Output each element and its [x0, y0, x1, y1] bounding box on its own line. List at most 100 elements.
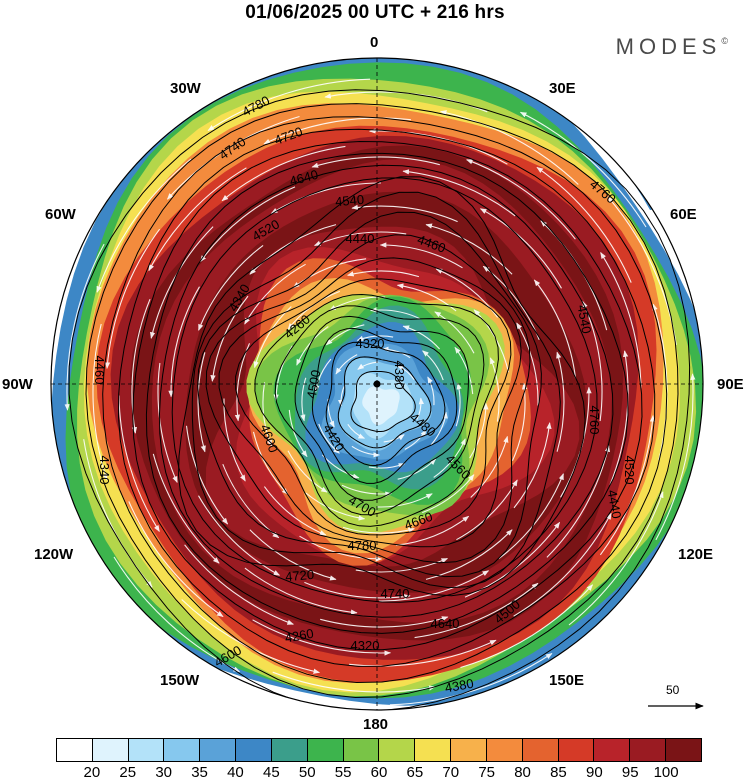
label-60w: 60W [45, 206, 76, 223]
height-contour [102, 116, 668, 684]
streamline [351, 445, 380, 458]
streamline [118, 395, 160, 532]
streamline [422, 350, 444, 381]
colorbar-tick: 85 [550, 764, 567, 781]
streamline [379, 570, 490, 602]
contour-label: 4740 [381, 586, 410, 601]
contour-label: 4640 [288, 167, 320, 189]
reference-vector-label: 50 [666, 683, 680, 697]
streamline [148, 167, 247, 272]
colorbar-swatch [236, 739, 272, 761]
streamline [288, 409, 308, 458]
contour-label: 4720 [285, 567, 315, 584]
north-pole-marker [373, 380, 381, 388]
streamline [327, 398, 335, 428]
contour-label: 4780 [348, 538, 377, 553]
contour-label: 4440 [346, 231, 375, 246]
streamline [104, 228, 161, 369]
streamline [536, 166, 632, 283]
streamline [469, 402, 489, 459]
streamline [318, 423, 340, 454]
streamline [253, 306, 292, 369]
streamline [422, 474, 475, 514]
streamline [454, 346, 474, 395]
contour-label: 4760 [587, 406, 602, 435]
streamline [347, 423, 366, 439]
label-0: 0 [370, 34, 379, 51]
colorbar-swatch [558, 739, 595, 761]
height-contour [132, 140, 643, 651]
streamline [395, 515, 470, 546]
colorbar-tick: 70 [442, 764, 460, 781]
streamline [652, 303, 668, 461]
streamline [416, 397, 424, 420]
colorbar-tick: 25 [119, 764, 137, 781]
colorbar-swatch [271, 739, 308, 761]
streamline [300, 377, 307, 422]
streamline [341, 484, 392, 497]
streamline [404, 429, 427, 450]
streamline [252, 431, 289, 495]
streamline [425, 529, 513, 580]
brand-mark: © [721, 36, 728, 46]
streamline [152, 453, 220, 564]
streamline [296, 326, 329, 366]
streamline [599, 415, 656, 556]
colorbar-swatch [630, 739, 667, 761]
streamline [197, 352, 206, 453]
streamline [470, 435, 509, 498]
streamline [92, 323, 108, 481]
streamline [376, 493, 433, 508]
streamline [434, 311, 475, 354]
brand-logo: MODES© [616, 34, 728, 60]
streamline [305, 492, 366, 521]
colorbar-swatch [200, 739, 237, 761]
brand-text: MODES [615, 34, 722, 59]
colorbar-tick: 75 [478, 764, 495, 781]
streamline [379, 242, 463, 269]
streamline [414, 582, 539, 639]
height-contour [197, 211, 542, 578]
contour-label: 4320 [351, 638, 380, 653]
colorbar-swatch [594, 739, 631, 761]
colorbar-tick: 50 [298, 764, 316, 781]
streamline [272, 671, 436, 693]
contour-label: 4380 [392, 361, 407, 390]
streamline [249, 529, 337, 581]
streamline [402, 325, 441, 350]
streamline [270, 182, 381, 214]
contour-label: 4520 [622, 456, 637, 485]
streamline [357, 361, 379, 370]
height-contour [294, 315, 470, 501]
height-contour [191, 191, 561, 589]
colorbar [56, 738, 702, 762]
streamline [311, 156, 440, 168]
streamline [113, 556, 241, 673]
streamline [433, 438, 466, 478]
colorbar-tick: 80 [514, 764, 531, 781]
streamline [600, 252, 642, 389]
streamline [181, 599, 321, 674]
colorbar-swatch [451, 739, 487, 761]
map-title: 01/06/2025 00 UTC + 216 hrs [245, 2, 505, 23]
contour-label: 4320 [356, 336, 385, 351]
label-30w: 30W [170, 80, 201, 97]
streamline [287, 450, 328, 493]
streamline [325, 324, 365, 346]
contour-label: 4440 [605, 489, 625, 520]
streamline [349, 639, 497, 667]
streamline [157, 362, 178, 484]
label-150e: 150E [549, 672, 585, 689]
contour-label: 4460 [92, 356, 107, 385]
streamline [498, 473, 564, 560]
colorbar-tick: 45 [262, 764, 280, 781]
colorbar-swatch [307, 739, 344, 761]
contour-label: 4540 [335, 192, 365, 209]
height-contour [145, 152, 629, 634]
label-60e: 60E [670, 206, 697, 223]
map-border [50, 57, 704, 711]
streamline [347, 270, 420, 278]
streamline [556, 351, 565, 452]
colorbar-tick: 35 [191, 764, 208, 781]
contour-label: 4640 [431, 616, 460, 631]
